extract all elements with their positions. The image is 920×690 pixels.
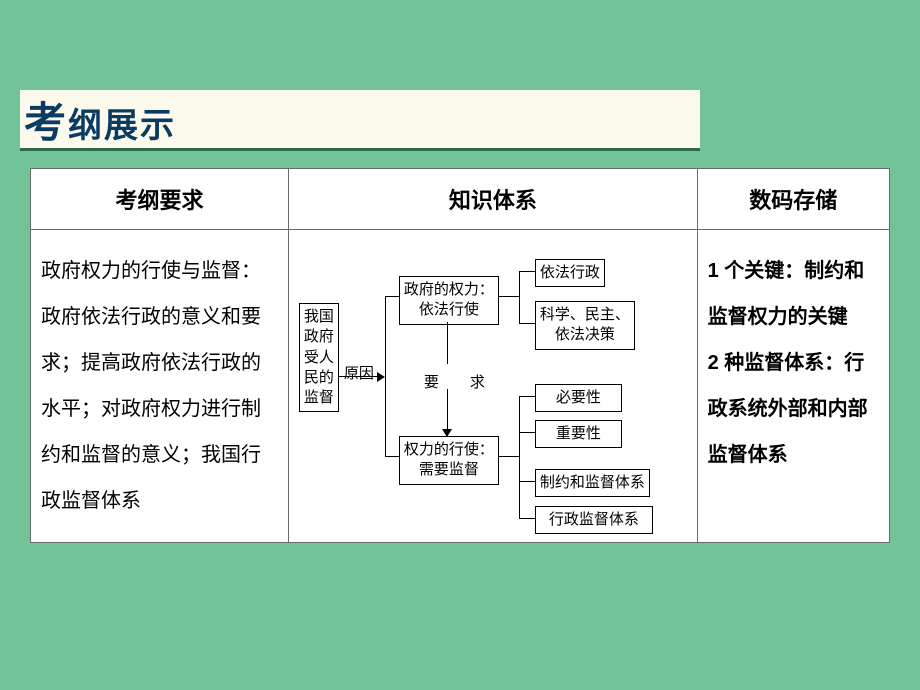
cell-digital-storage: 1 个关键：制约和监督权力的关键2 种监督体系：行政系统外部和内部监督体系 (697, 230, 889, 543)
cell-diagram: 我国政府受人民的监督 原因 政府的权力：依法行使 要 求 权力的行使：需要监督 … (289, 230, 698, 543)
node-power-law: 政府的权力：依法行使 (399, 276, 499, 325)
label-require: 要 求 (424, 366, 493, 401)
th-digital-storage: 数码存储 (697, 169, 889, 230)
node-leaf4: 重要性 (535, 420, 622, 448)
node-leaf3: 必要性 (535, 384, 622, 412)
node-leaf1: 依法行政 (535, 259, 605, 287)
node-power-supervise: 权力的行使：需要监督 (399, 436, 499, 485)
section-header: 考纲展示 (20, 90, 700, 151)
node-root: 我国政府受人民的监督 (299, 303, 339, 412)
knowledge-flowchart: 我国政府受人民的监督 原因 政府的权力：依法行使 要 求 权力的行使：需要监督 … (297, 241, 689, 531)
cell-requirements: 政府权力的行使与监督：政府依法行政的意义和要求；提高政府依法行政的水平；对政府权… (31, 230, 289, 543)
node-leaf2: 科学、民主、依法决策 (535, 301, 635, 350)
node-leaf6: 行政监督体系 (535, 506, 653, 534)
label-reason: 原因 (344, 357, 374, 392)
outline-table: 考纲要求 知识体系 数码存储 政府权力的行使与监督：政府依法行政的意义和要求；提… (30, 168, 890, 543)
header-title: 考纲展示 (24, 89, 176, 150)
table-row: 政府权力的行使与监督：政府依法行政的意义和要求；提高政府依法行政的水平；对政府权… (31, 230, 890, 543)
digital-storage-text: 1 个关键：制约和监督权力的关键2 种监督体系：行政系统外部和内部监督体系 (708, 260, 868, 466)
th-knowledge-system: 知识体系 (289, 169, 698, 230)
th-requirements: 考纲要求 (31, 169, 289, 230)
table-header-row: 考纲要求 知识体系 数码存储 (31, 169, 890, 230)
node-leaf5: 制约和监督体系 (535, 469, 650, 497)
